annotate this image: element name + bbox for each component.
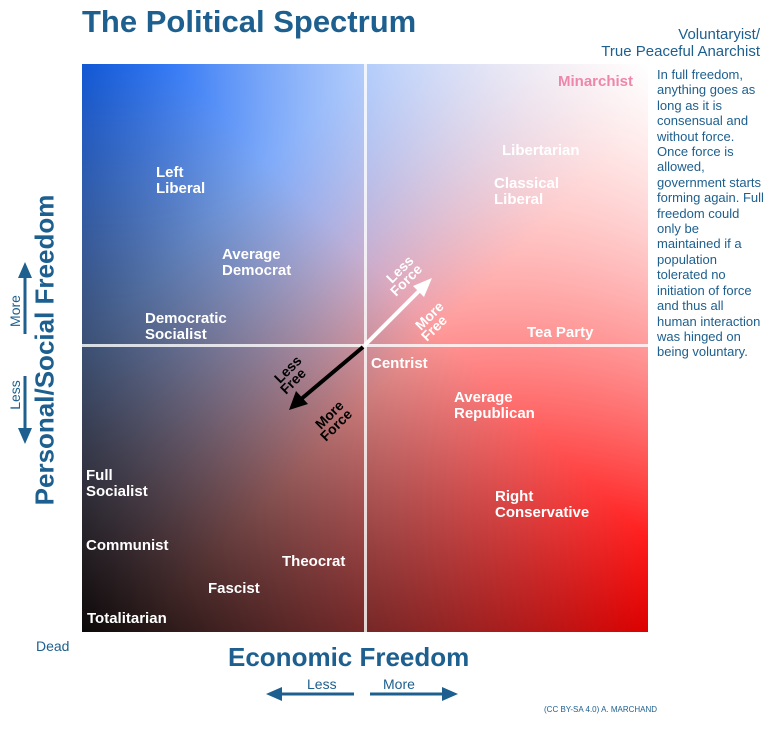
x-axis-title: Economic Freedom	[228, 642, 470, 672]
label-totalitarian: Totalitarian	[87, 610, 167, 627]
label-communist: Communist	[86, 537, 169, 554]
label-full-socialist: Full Socialist	[86, 467, 148, 500]
origin-label-dead: Dead	[36, 638, 70, 654]
corner-label-line-1: Voluntaryist/	[678, 26, 760, 43]
arrow-down-black	[289, 345, 365, 410]
x-axis-less-label: Less	[307, 676, 337, 692]
y-axis-more-label: More	[7, 295, 23, 327]
spectrum-chart: Minarchist Libertarian Classical Liberal…	[82, 64, 648, 632]
force-arrows: Less Force More Free Less Free More Forc…	[271, 252, 450, 444]
y-axis-title: Personal/Social Freedom	[29, 194, 60, 506]
label-fascist: Fascist	[208, 580, 260, 597]
corner-label-voluntaryist: Voluntaryist/ True Peaceful Anarchist	[548, 26, 760, 60]
vertical-axis-line	[364, 64, 367, 632]
label-average-democrat: Average Democrat	[222, 246, 292, 279]
y-axis-less-label: Less	[7, 380, 23, 410]
label-democratic-socialist: Democratic Socialist	[145, 310, 227, 343]
horizontal-axis-line	[82, 344, 648, 347]
page-title: The Political Spectrum	[82, 4, 417, 39]
label-libertarian: Libertarian	[502, 142, 580, 159]
corner-label-line-2: True Peaceful Anarchist	[601, 43, 760, 60]
label-average-republican: Average Republican	[454, 389, 535, 422]
arrow-up-white	[363, 278, 432, 347]
label-tea-party: Tea Party	[527, 324, 594, 341]
label-theocrat: Theocrat	[282, 553, 346, 570]
label-right-conservative: Right Conservative	[495, 488, 590, 521]
credit-text: (CC BY-SA 4.0) A. MARCHAND	[544, 705, 658, 714]
label-minarchist: Minarchist	[558, 73, 634, 90]
label-left-liberal: Left Liberal	[156, 164, 206, 197]
x-axis-more-label: More	[383, 676, 415, 692]
label-centrist: Centrist	[371, 355, 428, 372]
label-classical-liberal: Classical Liberal	[494, 175, 560, 208]
side-note: In full freedom, anything goes as long a…	[657, 67, 764, 360]
